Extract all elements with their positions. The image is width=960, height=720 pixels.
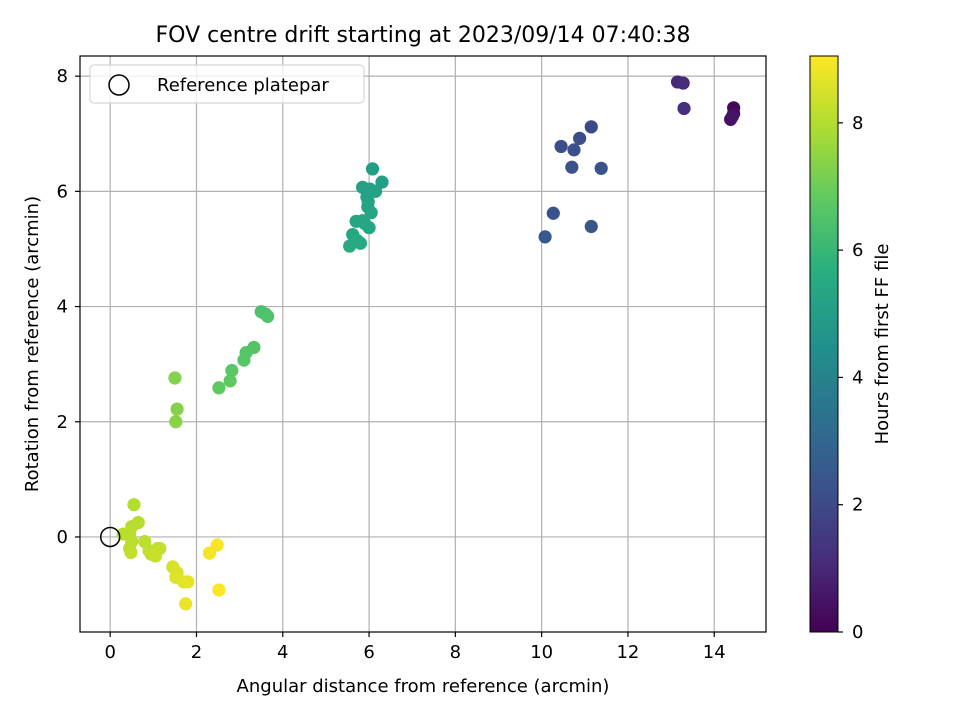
data-points [116, 75, 741, 611]
data-point [225, 363, 239, 378]
data-point [584, 219, 598, 234]
data-point [212, 381, 226, 395]
data-point [212, 583, 226, 597]
data-point [170, 402, 184, 416]
data-point [676, 76, 690, 90]
data-point [127, 498, 141, 512]
data-point [124, 545, 138, 560]
colorbar-tick-label: 2 [852, 495, 863, 516]
x-tick-label: 2 [191, 642, 202, 663]
colorbar-tick-label: 0 [852, 622, 863, 643]
data-point [168, 371, 182, 385]
colorbar-label: Hours from first FF file [872, 244, 893, 445]
x-tick-label: 12 [616, 642, 639, 663]
colorbar-gradient [809, 55, 839, 633]
data-point [179, 597, 193, 611]
y-tick-label: 4 [57, 297, 68, 318]
y-axis-label: Rotation from reference (arcmin) [22, 196, 43, 492]
colorbar-tick-label: 6 [852, 240, 863, 261]
data-point [677, 101, 691, 116]
data-point [223, 374, 237, 388]
x-tick-label: 6 [363, 642, 374, 663]
x-axis-label: Angular distance from reference (arcmin) [237, 676, 610, 697]
reference-platepar-marker [99, 526, 121, 548]
y-axis-ticks: 0 2 4 6 8 [57, 66, 80, 548]
legend-marker-icon [108, 74, 130, 96]
plot-frame [79, 55, 767, 633]
data-point [181, 575, 195, 589]
colorbar: 0 2 4 6 8 Hours from first FF file [809, 55, 893, 643]
data-point [584, 120, 598, 134]
colorbar-tick-label: 4 [852, 367, 863, 388]
grid-lines [80, 56, 766, 632]
data-point [554, 139, 568, 154]
data-point [210, 538, 224, 552]
y-tick-label: 8 [57, 66, 68, 87]
legend: Reference platepar [89, 64, 365, 104]
legend-box [89, 64, 365, 104]
x-tick-label: 0 [104, 642, 115, 663]
data-point [594, 161, 608, 175]
x-tick-label: 8 [450, 642, 461, 663]
data-point [362, 221, 376, 235]
legend-label: Reference platepar [157, 75, 329, 96]
data-point [375, 175, 389, 189]
chart-title: FOV centre drift starting at 2023/09/14 … [156, 23, 691, 48]
colorbar-tick-label: 8 [852, 113, 863, 134]
data-point [725, 109, 739, 124]
x-tick-label: 4 [277, 642, 288, 663]
data-point [261, 309, 275, 323]
data-point [538, 230, 552, 244]
data-point [148, 549, 163, 563]
data-point [573, 131, 587, 145]
data-point [565, 160, 579, 174]
data-point [365, 162, 380, 176]
data-point [343, 239, 357, 253]
y-tick-label: 0 [57, 527, 68, 548]
y-tick-label: 2 [57, 412, 68, 433]
x-tick-label: 10 [530, 642, 553, 663]
x-axis-ticks: 0 2 4 6 8 10 12 14 [104, 632, 726, 663]
data-point [353, 236, 368, 250]
data-point [237, 353, 251, 367]
y-tick-label: 6 [57, 181, 68, 202]
x-tick-label: 14 [703, 642, 726, 663]
data-point [546, 206, 560, 220]
data-point [567, 143, 581, 157]
data-point [364, 206, 378, 220]
colorbar-ticks: 0 2 4 6 8 [838, 113, 863, 643]
data-point [169, 415, 183, 429]
